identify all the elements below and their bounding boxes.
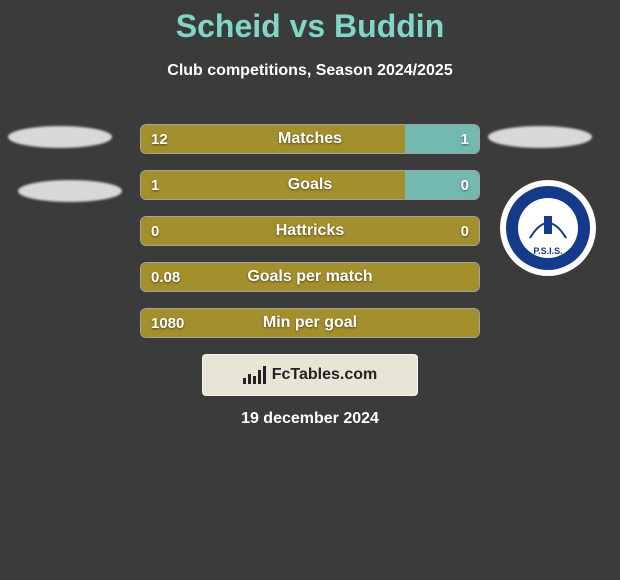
- stat-label: Goals per match: [141, 263, 479, 291]
- stat-value-left: 0.08: [141, 263, 190, 291]
- stat-value-right: 0: [451, 217, 479, 245]
- stat-label: Matches: [141, 125, 479, 153]
- brand-box: FcTables.com: [202, 354, 418, 396]
- stat-label: Goals: [141, 171, 479, 199]
- stat-value-left: 1080: [141, 309, 194, 337]
- stat-label: Hattricks: [141, 217, 479, 245]
- club-badge-svg: P.S.I.S.: [500, 180, 596, 276]
- stat-value-right: 0: [451, 171, 479, 199]
- stat-row: Min per goal1080: [140, 308, 480, 338]
- player-right-shadow: [488, 126, 592, 148]
- stat-value-left: 12: [141, 125, 178, 153]
- club-badge: P.S.I.S.: [500, 180, 596, 276]
- page-subtitle: Club competitions, Season 2024/2025: [0, 62, 620, 80]
- stat-row: Goals1 0: [140, 170, 480, 200]
- player-left-shadow-2: [18, 180, 122, 202]
- page-title: Scheid vs Buddin: [0, 8, 620, 45]
- bar-chart-icon: [243, 366, 266, 384]
- player-left-shadow-1: [8, 126, 112, 148]
- svg-text:P.S.I.S.: P.S.I.S.: [533, 246, 562, 256]
- stat-value-left: 0: [141, 217, 169, 245]
- stat-row: Matches12 1: [140, 124, 480, 154]
- date-line: 19 december 2024: [0, 410, 620, 428]
- brand-text: FcTables.com: [272, 366, 378, 384]
- stat-row: Goals per match0.08: [140, 262, 480, 292]
- stat-value-left: 1: [141, 171, 169, 199]
- stat-value-right: 1: [451, 125, 479, 153]
- stat-row: Hattricks0 0: [140, 216, 480, 246]
